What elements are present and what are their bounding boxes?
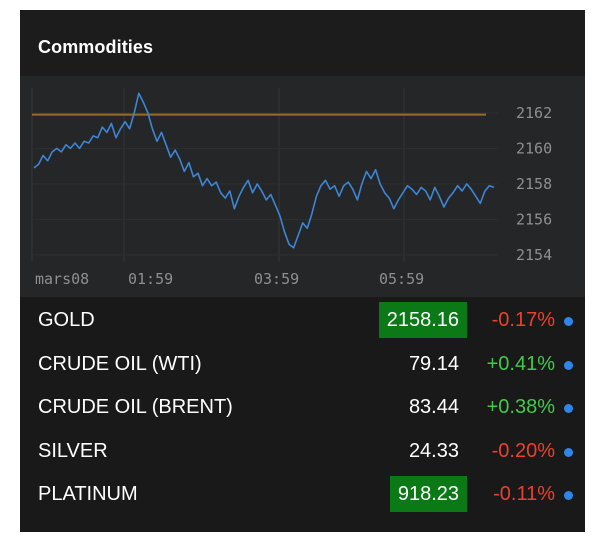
chart-svg: 2154 2156 2158 2160 2162 mars08 01:59 03:59 05:5…: [31, 88, 552, 288]
status-dot-icon[interactable]: [564, 447, 573, 457]
x-tick-label: 05:59: [379, 270, 424, 288]
widget-header: Commodities: [20, 10, 585, 76]
commodity-row[interactable]: PLATINUM 918.23 -0.11%: [20, 474, 585, 518]
price-series-line: [33, 92, 495, 249]
commodity-change: +0.41%: [486, 352, 555, 375]
commodity-change: -0.11%: [493, 483, 555, 505]
commodity-change: -0.20%: [491, 439, 555, 462]
status-dot-icon[interactable]: [564, 360, 573, 370]
commodity-price: 79.14: [408, 352, 459, 375]
commodity-row[interactable]: SILVER 24.33 -0.20%: [20, 431, 585, 475]
commodities-table: GOLD 2158.16 -0.17% CRUDE OIL (WTI) 79.14 +0.…: [20, 300, 585, 518]
commodity-row[interactable]: CRUDE OIL (WTI) 79.14 +0.41%: [20, 344, 585, 388]
commodity-name: CRUDE OIL (WTI): [38, 352, 202, 375]
status-dot-icon[interactable]: [564, 404, 573, 413]
commodity-name: GOLD: [38, 309, 95, 331]
x-tick-label: 01:59: [128, 270, 173, 288]
commodity-row[interactable]: GOLD 2158.16 -0.17%: [20, 300, 585, 344]
y-tick-label: 2162: [516, 104, 552, 122]
commodity-name: PLATINUM: [38, 483, 138, 505]
commodity-price: 24.33: [408, 439, 459, 462]
commodity-price: 918.23: [389, 476, 467, 512]
commodity-change: -0.17%: [491, 309, 555, 331]
commodity-name: SILVER: [38, 439, 108, 462]
commodity-price: 2158.16: [378, 302, 467, 338]
widget-title: Commodities: [38, 37, 154, 57]
y-tick-label: 2156: [516, 210, 552, 228]
status-dot-icon[interactable]: [564, 317, 573, 326]
x-tick-label: mars08: [35, 270, 89, 288]
y-tick-label: 2160: [516, 139, 552, 157]
commodity-price: 83.44: [408, 396, 459, 418]
x-tick-label: 03:59: [254, 270, 299, 288]
y-tick-label: 2158: [516, 175, 552, 193]
commodity-name: CRUDE OIL (BRENT): [38, 396, 233, 418]
commodity-row[interactable]: CRUDE OIL (BRENT) 83.44 +0.38%: [20, 387, 585, 431]
commodities-widget: Commodities 2154 2156 2158 2160 2162 mars08 01…: [20, 10, 585, 532]
status-dot-icon[interactable]: [564, 491, 573, 500]
commodity-change: +0.38%: [486, 396, 555, 418]
price-chart[interactable]: 2154 2156 2158 2160 2162 mars08 01:59 03:59 05:5…: [20, 76, 585, 297]
y-tick-label: 2154: [516, 246, 552, 264]
